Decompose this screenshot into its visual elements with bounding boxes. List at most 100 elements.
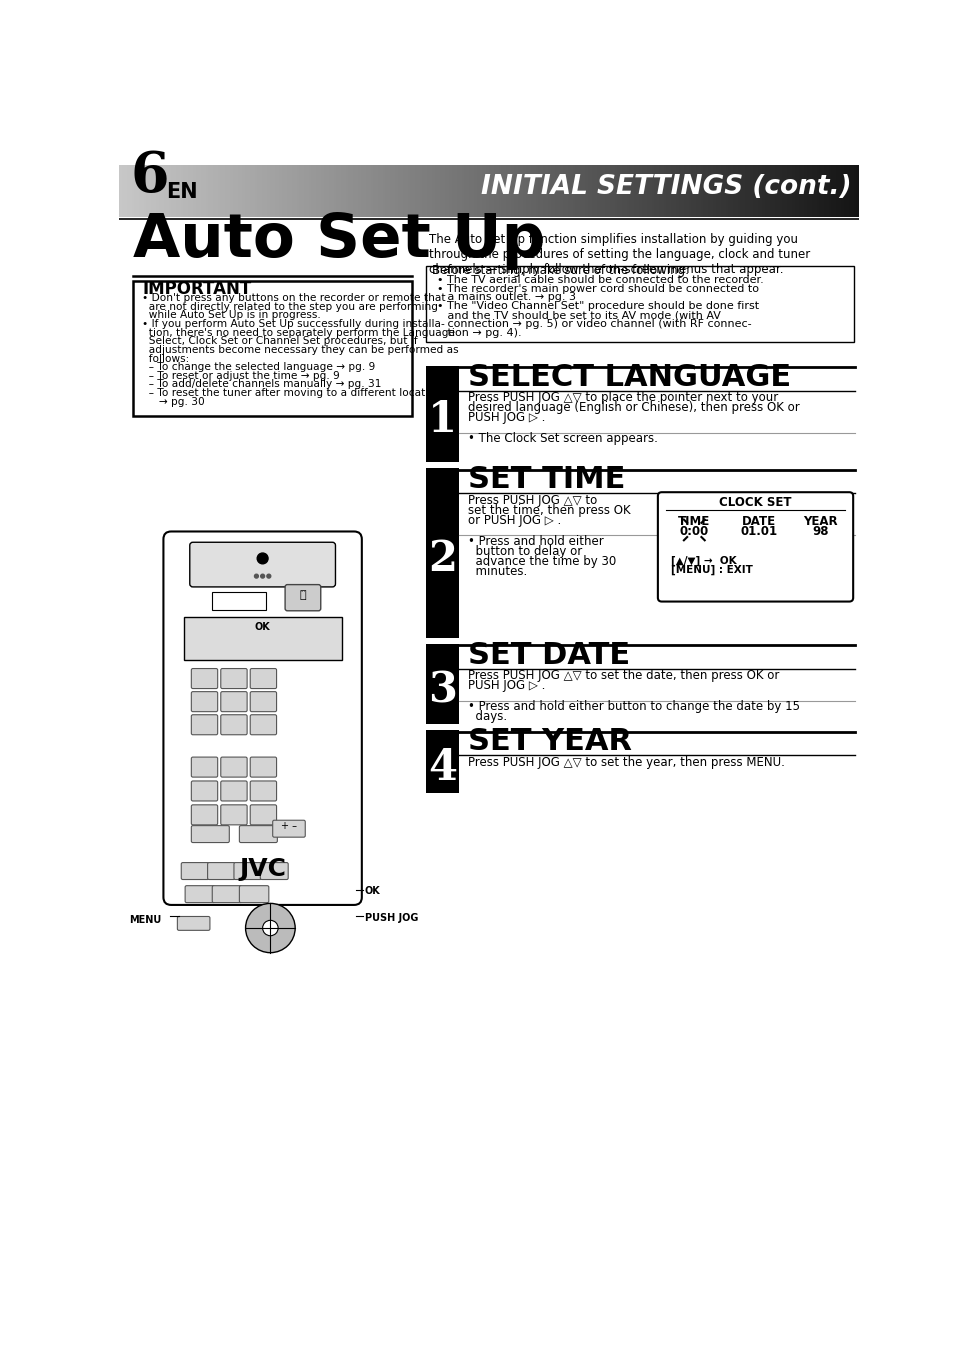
Bar <box>166 165 169 217</box>
Bar <box>631 165 634 217</box>
Bar <box>766 165 769 217</box>
Bar <box>314 165 316 217</box>
Text: 01.01: 01.01 <box>740 525 777 537</box>
Bar <box>439 165 441 217</box>
Bar <box>129 165 132 217</box>
Bar <box>760 165 761 217</box>
Circle shape <box>257 553 268 564</box>
Bar <box>432 165 435 217</box>
Text: SET YEAR: SET YEAR <box>468 727 631 757</box>
Text: SET TIME: SET TIME <box>468 465 625 494</box>
Circle shape <box>245 904 294 952</box>
Bar <box>609 165 612 217</box>
Text: advance the time by 30: advance the time by 30 <box>468 554 616 568</box>
Text: 4: 4 <box>428 747 456 789</box>
FancyBboxPatch shape <box>190 542 335 587</box>
Bar <box>289 165 292 217</box>
Text: YEAR: YEAR <box>802 515 837 529</box>
Bar <box>599 165 601 217</box>
Bar <box>474 165 476 217</box>
Bar <box>621 165 624 217</box>
Text: • If you perform Auto Set Up successfully during installa-: • If you perform Auto Set Up successfull… <box>142 320 445 329</box>
Bar <box>466 165 469 217</box>
Text: • Press and hold either button to change the date by 15: • Press and hold either button to change… <box>468 700 800 714</box>
Circle shape <box>267 575 271 579</box>
Bar <box>518 165 520 217</box>
Bar <box>304 165 306 217</box>
Bar <box>618 165 621 217</box>
Bar <box>139 165 141 217</box>
Circle shape <box>262 920 278 936</box>
Bar <box>141 165 144 217</box>
Text: • Don't press any buttons on the recorder or remote that: • Don't press any buttons on the recorde… <box>142 293 446 304</box>
Bar <box>471 165 474 217</box>
Bar <box>124 165 127 217</box>
Bar <box>309 165 311 217</box>
Bar <box>133 165 136 217</box>
Bar <box>496 165 498 217</box>
Bar <box>764 165 766 217</box>
Bar <box>570 165 572 217</box>
Text: 2: 2 <box>428 538 456 580</box>
Bar <box>572 165 575 217</box>
Bar <box>292 165 294 217</box>
Bar <box>683 165 685 217</box>
Bar <box>553 165 555 217</box>
Bar <box>838 165 841 217</box>
Bar <box>660 165 663 217</box>
Bar <box>393 165 395 217</box>
Bar <box>567 165 570 217</box>
Bar <box>195 165 198 217</box>
Bar <box>637 165 639 217</box>
Bar <box>441 165 444 217</box>
Bar <box>424 165 427 217</box>
Bar <box>656 165 659 217</box>
Bar <box>774 165 777 217</box>
Text: MENU: MENU <box>130 915 162 924</box>
FancyBboxPatch shape <box>181 862 209 880</box>
FancyBboxPatch shape <box>220 669 247 688</box>
Bar <box>323 165 326 217</box>
Bar <box>819 165 821 217</box>
Bar <box>786 165 789 217</box>
Bar <box>329 165 331 217</box>
Bar <box>296 165 299 217</box>
FancyBboxPatch shape <box>273 820 305 838</box>
Text: 3: 3 <box>428 669 456 711</box>
Text: INITIAL SETTINGS (cont.): INITIAL SETTINGS (cont.) <box>480 174 851 201</box>
Bar <box>579 165 582 217</box>
Text: while Auto Set Up is in progress.: while Auto Set Up is in progress. <box>142 310 321 321</box>
Bar <box>355 165 358 217</box>
Bar <box>494 165 496 217</box>
Bar <box>198 165 200 217</box>
Text: a mains outlet. → pg. 3: a mains outlet. → pg. 3 <box>436 293 576 302</box>
Bar <box>153 165 156 217</box>
Bar <box>651 165 654 217</box>
FancyBboxPatch shape <box>658 492 852 602</box>
Bar <box>228 165 230 217</box>
Bar <box>447 165 449 217</box>
Bar <box>811 165 813 217</box>
Bar <box>678 165 680 217</box>
Bar <box>276 165 279 217</box>
Bar <box>848 165 850 217</box>
Bar <box>254 165 257 217</box>
Bar <box>397 165 399 217</box>
Circle shape <box>254 575 258 579</box>
Bar <box>233 165 234 217</box>
Text: days.: days. <box>468 710 507 723</box>
Bar <box>169 165 171 217</box>
Bar <box>698 165 700 217</box>
Bar <box>220 165 222 217</box>
FancyBboxPatch shape <box>260 862 288 880</box>
Bar <box>747 165 749 217</box>
Bar <box>363 165 365 217</box>
Bar <box>426 730 458 793</box>
FancyBboxPatch shape <box>192 805 217 824</box>
Bar <box>152 165 153 217</box>
Bar <box>240 165 242 217</box>
Bar <box>789 165 791 217</box>
Bar <box>353 165 355 217</box>
Text: desired language (English or Chinese), then press OK or: desired language (English or Chinese), t… <box>468 402 799 414</box>
Bar <box>426 266 853 341</box>
